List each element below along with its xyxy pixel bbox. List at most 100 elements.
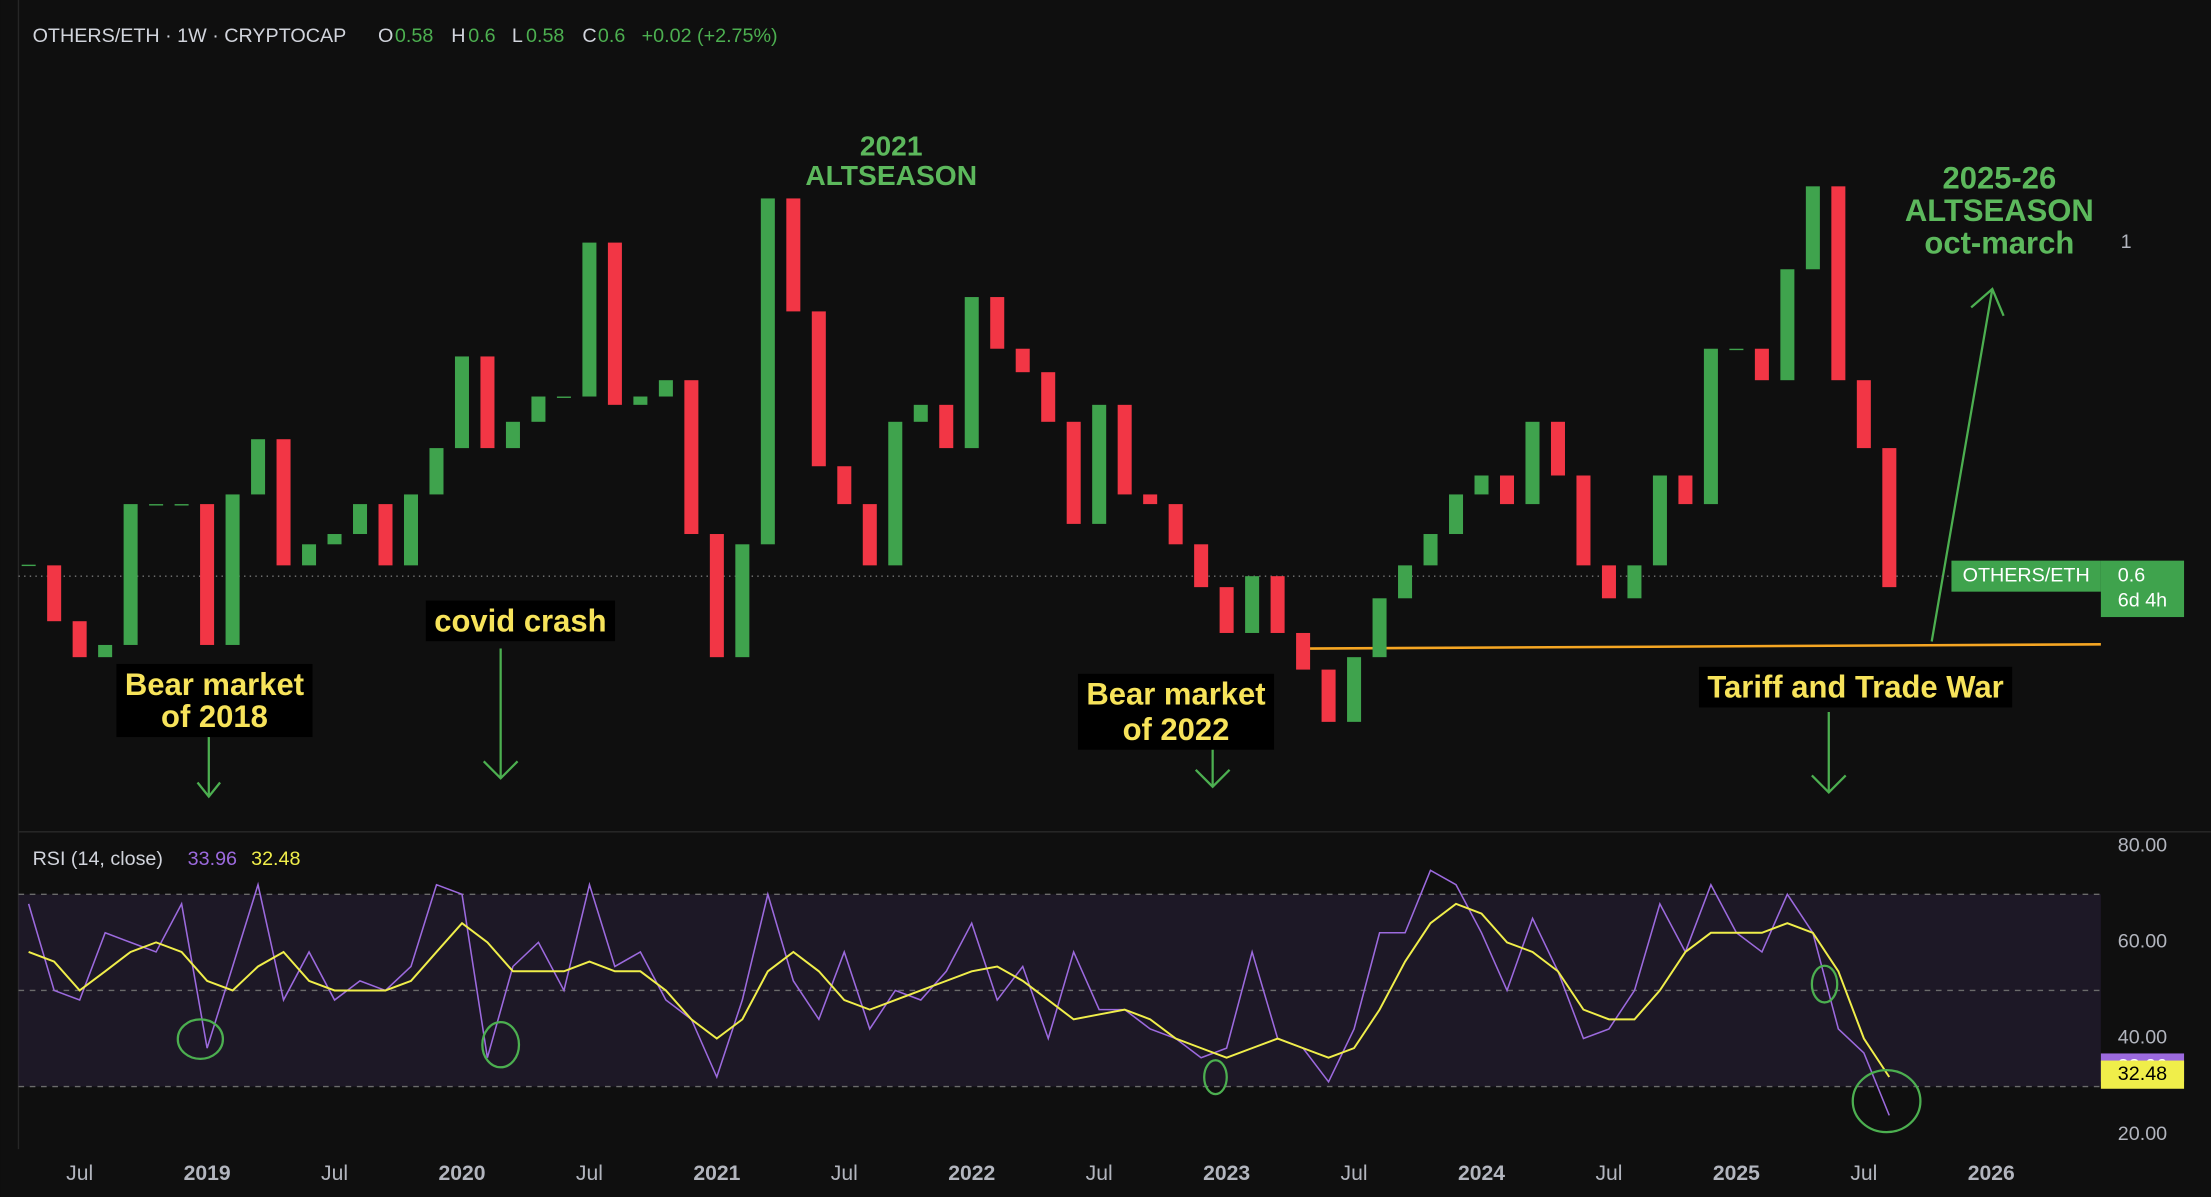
candle xyxy=(403,494,419,566)
x-tick-label: Jul xyxy=(321,1162,348,1185)
candle xyxy=(302,544,317,566)
ohlc-label: C xyxy=(582,25,596,47)
candle xyxy=(1449,494,1464,535)
x-tick-label: Jul xyxy=(831,1162,858,1185)
candle xyxy=(149,504,164,506)
candle xyxy=(1601,565,1616,599)
candle xyxy=(1805,186,1820,270)
annotation-text: of 2018 xyxy=(161,699,268,734)
candle xyxy=(174,504,189,506)
candle xyxy=(913,404,928,422)
candle xyxy=(811,311,826,467)
candle xyxy=(327,534,342,545)
candle xyxy=(1372,598,1387,658)
candle xyxy=(1321,669,1336,722)
ohlc-value: 0.58 xyxy=(526,25,564,47)
candle xyxy=(1296,632,1311,670)
rsi-tag: 32.48 xyxy=(2118,1063,2167,1085)
arrow xyxy=(1930,287,2005,642)
candle xyxy=(1245,576,1260,633)
candle xyxy=(1347,657,1362,722)
price-label: 0.6 xyxy=(2118,564,2145,586)
candle xyxy=(454,356,469,449)
arrow xyxy=(482,648,519,780)
rsi-line xyxy=(28,902,1891,1078)
annotation-circle xyxy=(1810,964,1839,1004)
candle xyxy=(1143,494,1158,505)
annotation-text: of 2022 xyxy=(1123,712,1230,747)
y-tick-label: 20.00 xyxy=(2118,1123,2167,1145)
candle xyxy=(964,297,979,449)
candle xyxy=(123,504,138,645)
x-tick-label: Jul xyxy=(1086,1162,1113,1185)
arrow xyxy=(196,726,221,799)
candle xyxy=(1831,186,1846,381)
candle xyxy=(1576,475,1591,566)
candle xyxy=(837,466,852,505)
annotation-text: Tariff and Trade War xyxy=(1707,670,2003,705)
y-tick-label: 60.00 xyxy=(2118,931,2167,953)
candle xyxy=(1678,475,1693,505)
candle xyxy=(378,504,393,566)
annotation-text: 2021 xyxy=(860,129,923,161)
candle xyxy=(72,621,87,658)
candle xyxy=(684,380,699,535)
annotation-arrows xyxy=(196,287,2005,799)
x-tick-label: 2019 xyxy=(184,1162,231,1185)
candle xyxy=(556,396,571,398)
candle xyxy=(582,242,597,397)
y-tick-label: 40.00 xyxy=(2118,1027,2167,1049)
candle xyxy=(1627,565,1642,599)
countdown: 6d 4h xyxy=(2118,590,2167,612)
y-tick-label: 1 xyxy=(2121,231,2132,253)
candle xyxy=(276,439,291,566)
rsi-line xyxy=(27,869,1890,1116)
ohlc-value: 0.6 xyxy=(598,25,625,47)
candle xyxy=(1168,504,1183,545)
candle xyxy=(862,504,877,566)
candle xyxy=(251,439,266,495)
annotation-text: ALTSEASON xyxy=(1905,193,2094,228)
candle xyxy=(200,504,215,645)
rsi-tag-bg xyxy=(2100,1060,2185,1089)
candle xyxy=(1499,475,1515,505)
annotation-bg xyxy=(425,600,616,642)
annotation: covid crash xyxy=(425,600,616,642)
change: +0.02 (+2.75%) xyxy=(642,25,778,47)
legend-header: OTHERS/ETH · 1W · CRYPTOCAP O 0.58 H 0.6… xyxy=(33,25,778,47)
candle xyxy=(939,404,954,449)
candle xyxy=(658,380,673,397)
rsi-title: RSI (14, close) xyxy=(33,848,163,870)
annotation-bg xyxy=(1077,673,1275,750)
price-tag-bg xyxy=(1951,560,2101,592)
x-tick-label: 2025 xyxy=(1713,1162,1760,1185)
candle xyxy=(1066,421,1081,524)
annotation-circle xyxy=(1851,1068,1922,1134)
candle xyxy=(888,421,903,566)
x-tick-label: 2023 xyxy=(1203,1162,1250,1185)
ohlc-value: 0.58 xyxy=(395,25,433,47)
annotation-bg xyxy=(1698,666,2013,708)
rsi-value: 32.48 xyxy=(251,848,300,870)
x-tick-label: 2026 xyxy=(1968,1162,2015,1185)
x-tick-label: Jul xyxy=(576,1162,603,1185)
candle xyxy=(633,396,648,405)
annotation: Tariff and Trade War xyxy=(1698,666,2013,708)
candle xyxy=(990,297,1005,349)
annotation-circle xyxy=(1203,1059,1228,1096)
y-tick-label: 80.00 xyxy=(2118,834,2167,856)
candle xyxy=(1474,475,1489,495)
candle xyxy=(429,448,444,495)
price-tag: OTHERS/ETH xyxy=(1963,564,2090,586)
candle xyxy=(1882,448,1897,588)
candle xyxy=(505,421,520,449)
candle xyxy=(735,544,750,658)
candle xyxy=(353,504,368,535)
x-tick-label: Jul xyxy=(1595,1162,1622,1185)
